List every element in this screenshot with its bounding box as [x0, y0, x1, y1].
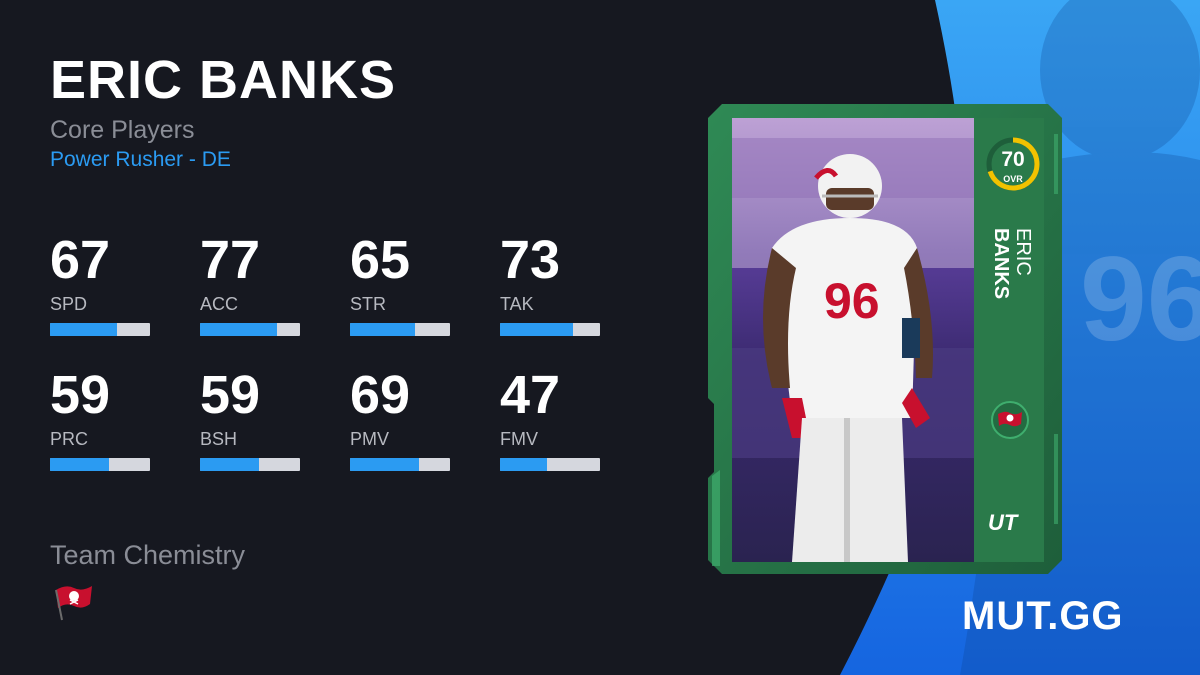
brand-logo: MUT.GG	[962, 594, 1124, 638]
stat-bar-fill	[350, 323, 415, 336]
player-name: ERIC BANKS	[50, 50, 397, 110]
stat-value: 73	[500, 230, 561, 290]
stat-bar	[350, 458, 450, 471]
archetype-label: Power Rusher - DE	[50, 148, 231, 171]
stat-bar-fill	[50, 323, 117, 336]
stat-bar	[350, 323, 450, 336]
stat-bar	[200, 458, 300, 471]
card-first-name: ERIC	[1012, 228, 1034, 276]
overall-rating: 70 OVR	[984, 135, 1042, 193]
stat-acc: 77 ACC	[200, 230, 300, 340]
overall-ring	[986, 137, 1040, 191]
overall-ring-fill	[986, 137, 1040, 191]
stat-value: 67	[50, 230, 111, 290]
stat-bsh: 59 BSH	[200, 365, 300, 475]
jersey-number: 96	[824, 273, 880, 329]
stat-bar-fill	[350, 458, 419, 471]
program-name: Core Players	[50, 116, 195, 144]
buccaneers-flag-icon[interactable]	[52, 582, 96, 622]
team-chemistry-title: Team Chemistry	[50, 540, 246, 570]
stat-bar	[500, 323, 600, 336]
stat-value: 65	[350, 230, 411, 290]
stat-value: 59	[50, 365, 111, 425]
stat-bar	[50, 458, 150, 471]
stat-tak: 73 TAK	[500, 230, 600, 340]
stat-bar-fill	[200, 458, 259, 471]
stat-str: 65 STR	[350, 230, 450, 340]
card-program-badge: UT	[988, 510, 1018, 535]
stat-label: TAK	[500, 294, 534, 314]
card-side-panel	[974, 118, 1044, 562]
svg-text:96: 96	[1080, 232, 1200, 366]
overall-label: OVR	[1003, 174, 1023, 184]
player-photo: 96	[732, 118, 974, 562]
stat-prc: 59 PRC	[50, 365, 150, 475]
stat-label: PMV	[350, 429, 390, 449]
stat-label: PRC	[50, 429, 89, 449]
stat-value: 77	[200, 230, 261, 290]
overall-value: 70	[1001, 148, 1025, 171]
stat-spd: 67 SPD	[50, 230, 150, 340]
stat-fmv: 47 FMV	[500, 365, 600, 475]
stat-bar	[200, 323, 300, 336]
stat-bar	[50, 323, 150, 336]
stat-bar-fill	[500, 323, 573, 336]
card-last-name: BANKS	[990, 228, 1012, 300]
stat-bar	[500, 458, 600, 471]
stat-label: BSH	[200, 429, 238, 449]
stat-bar-fill	[50, 458, 109, 471]
buccaneers-logo-icon	[991, 401, 1029, 439]
stat-pmv: 69 PMV	[350, 365, 450, 475]
stat-bar-fill	[500, 458, 547, 471]
stat-value: 59	[200, 365, 261, 425]
player-photo-art: 96	[732, 118, 974, 562]
stat-bar-fill	[200, 323, 277, 336]
stat-label: STR	[350, 294, 386, 314]
stat-label: SPD	[50, 294, 88, 314]
stat-value: 69	[350, 365, 411, 425]
stat-label: ACC	[200, 294, 239, 314]
stat-label: FMV	[500, 429, 538, 449]
stat-value: 47	[500, 365, 561, 425]
